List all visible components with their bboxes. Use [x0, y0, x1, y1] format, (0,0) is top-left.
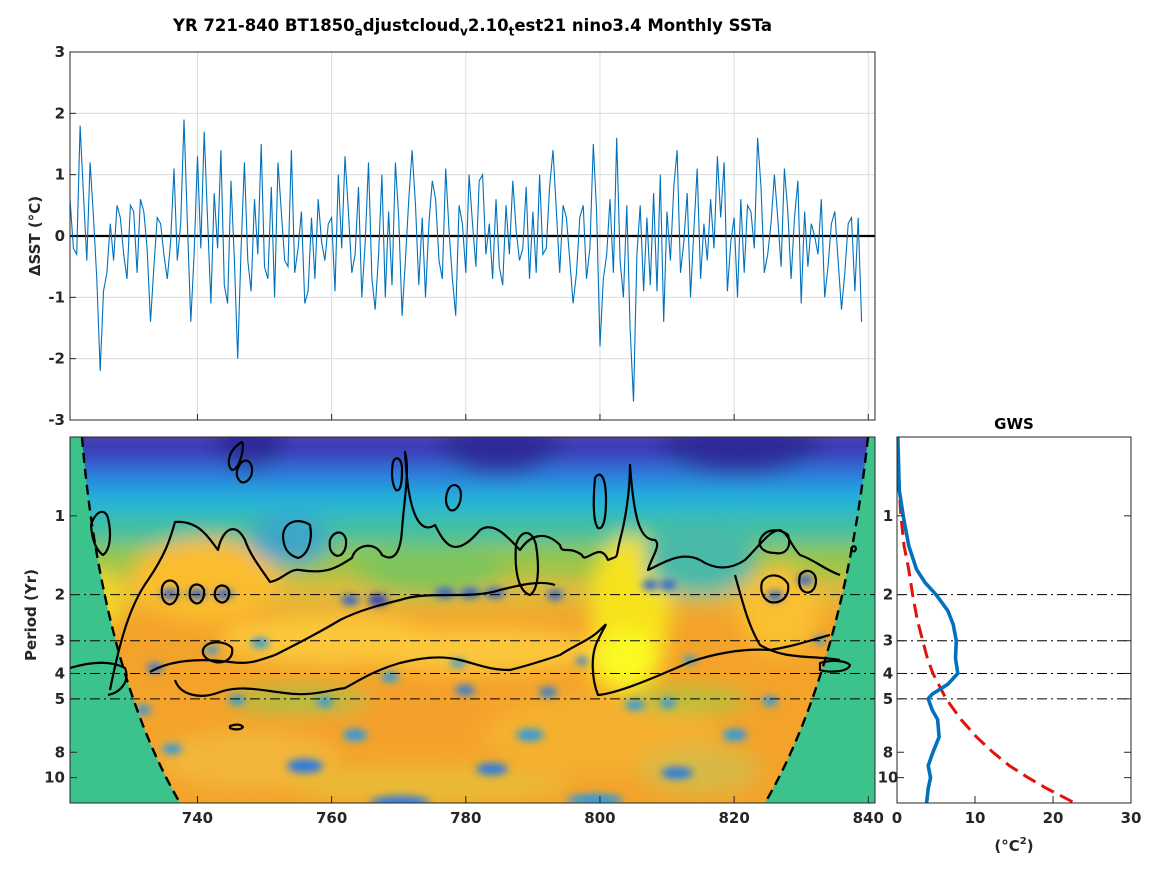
gws-period-tick-label-1: 2	[883, 586, 893, 604]
heatmap-blue-spots	[135, 575, 826, 803]
period-axis-label: Period (Yr)	[22, 569, 40, 661]
cone-of-influence-left	[70, 437, 180, 803]
sst-y-tick-label-4: 1	[55, 166, 65, 184]
gws-period-tick-label-2: 3	[883, 632, 893, 650]
sst-y-label: ΔSST (°C)	[26, 196, 44, 276]
chart-title: YR 721-840 BT1850adjustcloudv2.10test21 …	[173, 16, 772, 39]
year-tick-label-1: 760	[316, 809, 347, 827]
year-tick-label-4: 820	[718, 809, 749, 827]
gws-x-tick-label-3: 30	[1121, 809, 1142, 827]
gws-panel: 1 2 3 4 5 8 10 0 10 20 30 GWS (°C2)	[878, 415, 1142, 855]
heatmap-ticks: 1 2 3 4 5 8 10 740 760 780 800 820 840	[44, 507, 884, 827]
sst-y-tick-label-5: 2	[55, 104, 65, 122]
gws-period-tick-label-5: 8	[883, 743, 893, 761]
gws-plot-area	[897, 437, 1131, 803]
coi-left-dashed	[80, 437, 182, 803]
gws-ticks: 1 2 3 4 5 8 10 0 10 20 30	[878, 507, 1142, 827]
period-tick-label-0: 1	[55, 507, 65, 525]
period-tick-label-3: 4	[55, 664, 65, 682]
gws-x-tick-label-1: 10	[965, 809, 986, 827]
gws-period-tick-label-4: 5	[883, 690, 893, 708]
year-tick-label-5: 840	[853, 809, 884, 827]
sst-y-ticks: -3 -2 -1 0 1 2 3	[48, 43, 869, 429]
sst-series-line	[70, 119, 863, 402]
year-tick-label-0: 740	[182, 809, 213, 827]
gws-power-curve	[897, 437, 960, 803]
sst-y-tick-label-0: -3	[48, 411, 65, 429]
sst-y-tick-label-1: -2	[48, 350, 65, 368]
significance-contours	[70, 440, 857, 731]
year-tick-label-2: 780	[450, 809, 481, 827]
gws-period-tick-label-0: 1	[883, 507, 893, 525]
cone-of-influence-right	[765, 437, 875, 803]
period-tick-label-6: 10	[44, 769, 65, 787]
gws-x-tick-label-0: 0	[892, 809, 902, 827]
gws-period-tick-label-3: 4	[883, 664, 893, 682]
gws-x-tick-label-2: 20	[1043, 809, 1064, 827]
gws-reference-lines	[897, 594, 1131, 700]
wavelet-panel: 1 2 3 4 5 8 10 740 760 780 800 820 840 Period (Yr)	[22, 436, 884, 827]
sst-y-tick-label-2: -1	[48, 288, 65, 306]
sst-y-tick-label-6: 3	[55, 43, 65, 61]
gws-title: GWS	[994, 415, 1034, 433]
heatmap-reference-lines	[70, 594, 875, 700]
coi-right-dashed	[763, 437, 870, 803]
heatmap-axes-box	[69, 436, 876, 804]
period-tick-label-5: 8	[55, 743, 65, 761]
period-tick-label-2: 3	[55, 632, 65, 650]
year-tick-label-3: 800	[584, 809, 615, 827]
sst-y-tick-label-3: 0	[55, 227, 65, 245]
gws-axes-box	[896, 436, 1132, 804]
period-tick-label-1: 2	[55, 586, 65, 604]
gws-x-label: (°C2)	[994, 836, 1033, 855]
period-tick-label-4: 5	[55, 690, 65, 708]
gws-period-tick-label-6: 10	[878, 769, 899, 787]
heatmap-smooth-field	[70, 437, 875, 803]
gws-significance-curve	[897, 437, 1076, 803]
sst-panel: -3 -2 -1 0 1 2 3 ΔSST (°C)	[26, 43, 876, 429]
